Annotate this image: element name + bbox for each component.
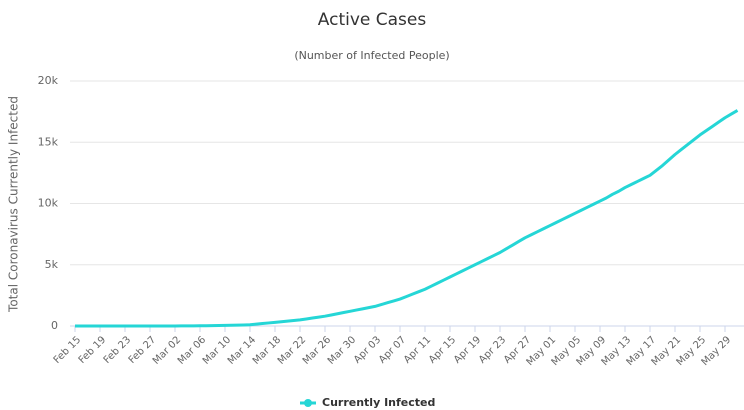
x-tick-label: Apr 15 xyxy=(427,334,458,365)
x-tick-label: Apr 11 xyxy=(402,334,433,365)
chart-title: Active Cases xyxy=(318,10,427,30)
legend-label: Currently Infected xyxy=(322,396,435,409)
chart-subtitle: (Number of Infected People) xyxy=(294,49,449,62)
y-tick-label: 0 xyxy=(51,319,58,332)
x-tick-label: Apr 19 xyxy=(452,334,483,365)
legend-marker xyxy=(304,399,312,407)
y-tick-label: 10k xyxy=(38,197,59,210)
y-tick-label: 5k xyxy=(45,258,59,271)
y-axis-label: Total Coronavirus Currently Infected xyxy=(7,96,21,313)
y-tick-label: 20k xyxy=(38,74,59,87)
line-series xyxy=(75,109,739,328)
x-tick-label: Mar 30 xyxy=(326,334,358,366)
y-tick-label: 15k xyxy=(38,135,59,148)
x-tick-label: Apr 07 xyxy=(377,334,408,365)
x-tick-label: Apr 23 xyxy=(477,334,508,365)
x-tick-label: Apr 03 xyxy=(352,334,383,365)
